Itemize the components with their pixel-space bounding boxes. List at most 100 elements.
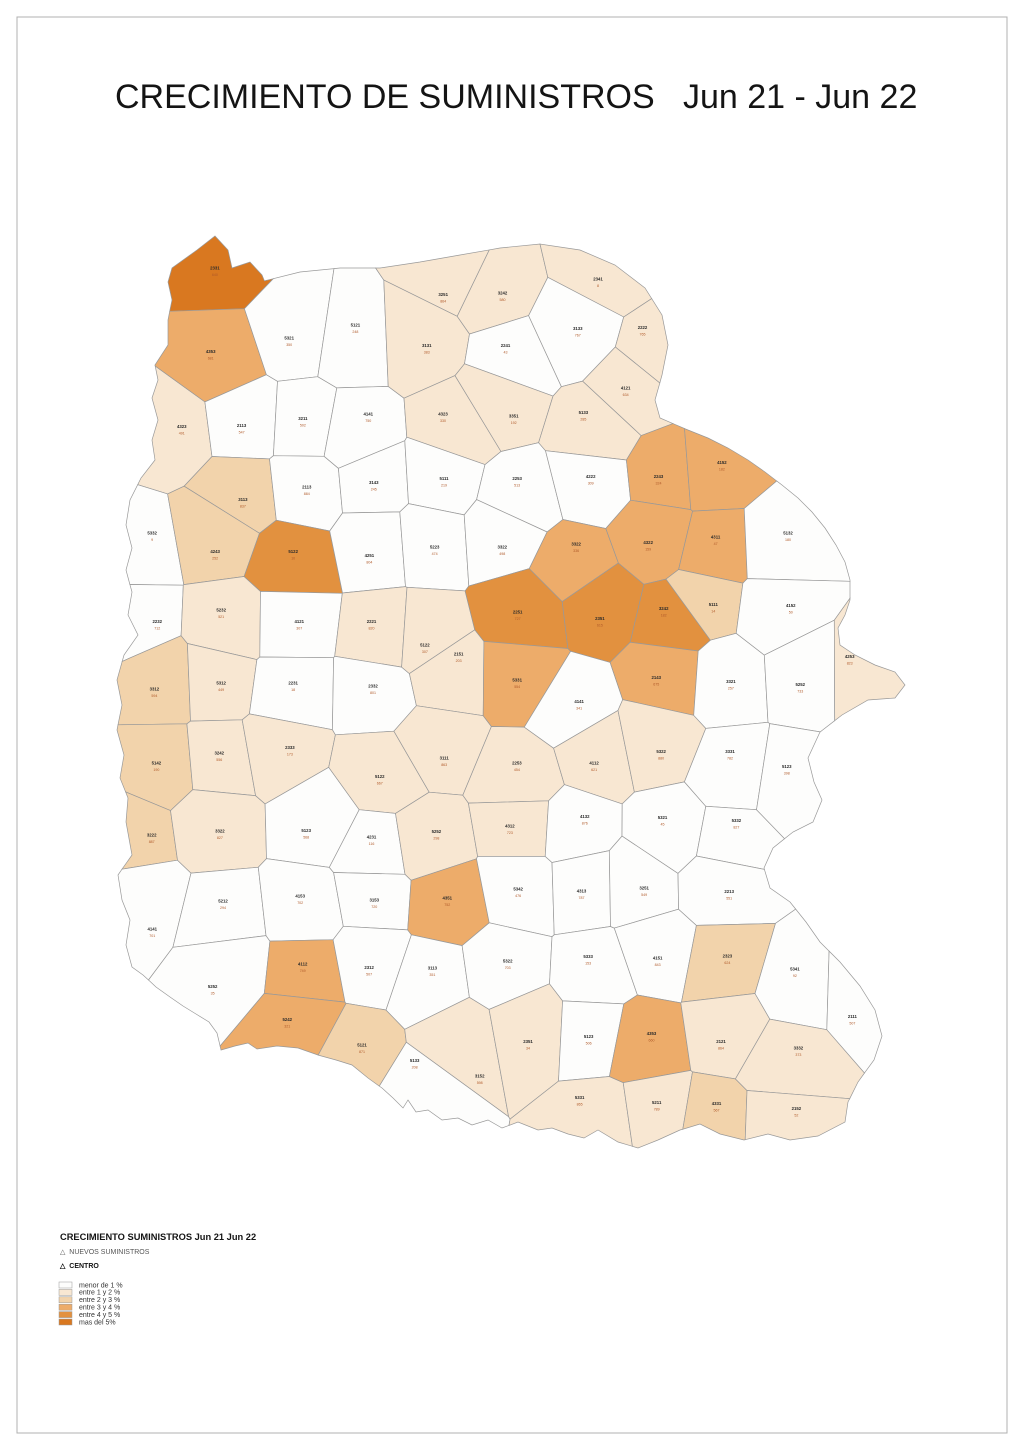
svg-text:50: 50 — [789, 611, 793, 615]
svg-text:598: 598 — [477, 1081, 483, 1085]
svg-text:45: 45 — [661, 823, 665, 827]
svg-text:3152: 3152 — [475, 1074, 485, 1079]
svg-text:3332: 3332 — [794, 1045, 804, 1050]
svg-text:681: 681 — [208, 357, 214, 361]
svg-text:507: 507 — [366, 972, 372, 976]
svg-text:502: 502 — [300, 423, 306, 427]
svg-text:4331: 4331 — [712, 1101, 722, 1106]
svg-text:330: 330 — [440, 419, 446, 423]
svg-text:789: 789 — [654, 1107, 660, 1111]
svg-text:190: 190 — [153, 768, 159, 772]
svg-text:474: 474 — [432, 552, 438, 556]
svg-text:35: 35 — [211, 992, 215, 996]
svg-text:180: 180 — [785, 538, 791, 542]
svg-text:92: 92 — [793, 974, 797, 978]
svg-text:5252: 5252 — [432, 829, 442, 834]
svg-text:52: 52 — [794, 1114, 798, 1118]
svg-text:547: 547 — [239, 430, 245, 434]
svg-text:321: 321 — [284, 1025, 290, 1029]
svg-text:876: 876 — [582, 822, 588, 826]
svg-text:554: 554 — [514, 685, 520, 689]
svg-text:9: 9 — [151, 538, 153, 542]
svg-text:5333: 5333 — [583, 954, 593, 959]
svg-text:5111: 5111 — [439, 476, 449, 481]
svg-text:549: 549 — [641, 893, 647, 897]
svg-text:CRECIMIENTO SUMINISTROS Jun 21: CRECIMIENTO SUMINISTROS Jun 21 Jun 22 — [60, 1232, 256, 1242]
svg-text:4112: 4112 — [298, 961, 308, 966]
svg-text:307: 307 — [422, 650, 428, 654]
svg-text:383: 383 — [424, 350, 430, 354]
svg-text:3312: 3312 — [150, 687, 160, 692]
svg-text:4253: 4253 — [845, 654, 855, 659]
svg-text:2333: 2333 — [285, 745, 295, 750]
svg-text:3153: 3153 — [370, 897, 380, 902]
svg-text:567: 567 — [714, 1109, 720, 1113]
svg-text:4323: 4323 — [438, 412, 448, 417]
svg-text:324: 324 — [656, 482, 662, 486]
svg-text:2151: 2151 — [454, 652, 464, 657]
svg-text:2323: 2323 — [723, 954, 733, 959]
svg-text:880: 880 — [658, 757, 664, 761]
svg-text:5122: 5122 — [288, 549, 298, 554]
svg-text:203: 203 — [456, 659, 462, 663]
svg-text:5142: 5142 — [152, 761, 162, 766]
svg-text:2341: 2341 — [593, 277, 603, 282]
svg-text:5252: 5252 — [208, 984, 218, 989]
svg-text:CRECIMIENTO DE SUMINISTROS J: CRECIMIENTO DE SUMINISTROS Jun 21 - Jun … — [115, 78, 917, 116]
svg-text:4353: 4353 — [206, 349, 216, 354]
svg-text:309: 309 — [588, 482, 594, 486]
svg-text:5133: 5133 — [410, 1058, 420, 1063]
svg-text:864: 864 — [440, 300, 446, 304]
svg-text:871: 871 — [359, 1050, 365, 1054]
svg-text:5312: 5312 — [216, 681, 226, 686]
svg-text:18: 18 — [291, 688, 295, 692]
svg-text:2351: 2351 — [595, 616, 605, 621]
svg-text:5232: 5232 — [216, 608, 226, 613]
svg-text:752: 752 — [444, 903, 450, 907]
svg-text:703: 703 — [505, 966, 511, 970]
svg-text:398: 398 — [784, 772, 790, 776]
svg-text:47: 47 — [714, 542, 718, 546]
svg-text:14: 14 — [711, 610, 715, 614]
svg-text:2231: 2231 — [288, 681, 298, 686]
svg-text:5252: 5252 — [796, 682, 806, 687]
svg-text:5211: 5211 — [652, 1100, 662, 1105]
svg-text:3211: 3211 — [298, 416, 308, 421]
svg-text:4112: 4112 — [589, 760, 599, 765]
svg-text:4141: 4141 — [148, 927, 158, 932]
svg-text:837: 837 — [240, 505, 246, 509]
svg-text:660: 660 — [649, 1039, 655, 1043]
svg-text:454: 454 — [514, 768, 520, 772]
svg-text:5322: 5322 — [656, 749, 666, 754]
svg-text:865: 865 — [577, 1102, 583, 1106]
svg-text:476: 476 — [515, 894, 521, 898]
svg-text:827: 827 — [733, 826, 739, 830]
svg-text:5123: 5123 — [301, 828, 311, 833]
svg-text:182: 182 — [661, 614, 667, 618]
svg-text:723: 723 — [507, 831, 513, 835]
svg-text:5332: 5332 — [732, 818, 742, 823]
svg-text:507: 507 — [849, 1021, 855, 1025]
svg-text:2232: 2232 — [153, 619, 163, 624]
svg-text:2111: 2111 — [848, 1014, 858, 1019]
svg-text:341: 341 — [576, 707, 582, 711]
svg-text:4121: 4121 — [295, 619, 305, 624]
svg-text:285: 285 — [580, 417, 586, 421]
svg-text:2253: 2253 — [512, 760, 522, 765]
svg-text:675: 675 — [653, 683, 659, 687]
svg-text:750: 750 — [365, 419, 371, 423]
svg-text:667: 667 — [377, 781, 383, 785]
svg-text:3242: 3242 — [498, 291, 508, 296]
svg-text:727: 727 — [515, 617, 521, 621]
svg-text:252: 252 — [212, 556, 218, 560]
svg-text:594: 594 — [151, 694, 157, 698]
svg-text:823: 823 — [847, 662, 853, 666]
svg-text:2332: 2332 — [368, 684, 378, 689]
svg-text:mas del 5%: mas del 5% — [79, 1319, 116, 1326]
svg-text:351: 351 — [429, 973, 435, 977]
svg-text:5121: 5121 — [351, 322, 361, 327]
svg-text:2121: 2121 — [716, 1039, 726, 1044]
svg-text:506: 506 — [586, 1042, 592, 1046]
svg-text:5331: 5331 — [512, 678, 522, 683]
svg-text:294: 294 — [220, 906, 226, 910]
